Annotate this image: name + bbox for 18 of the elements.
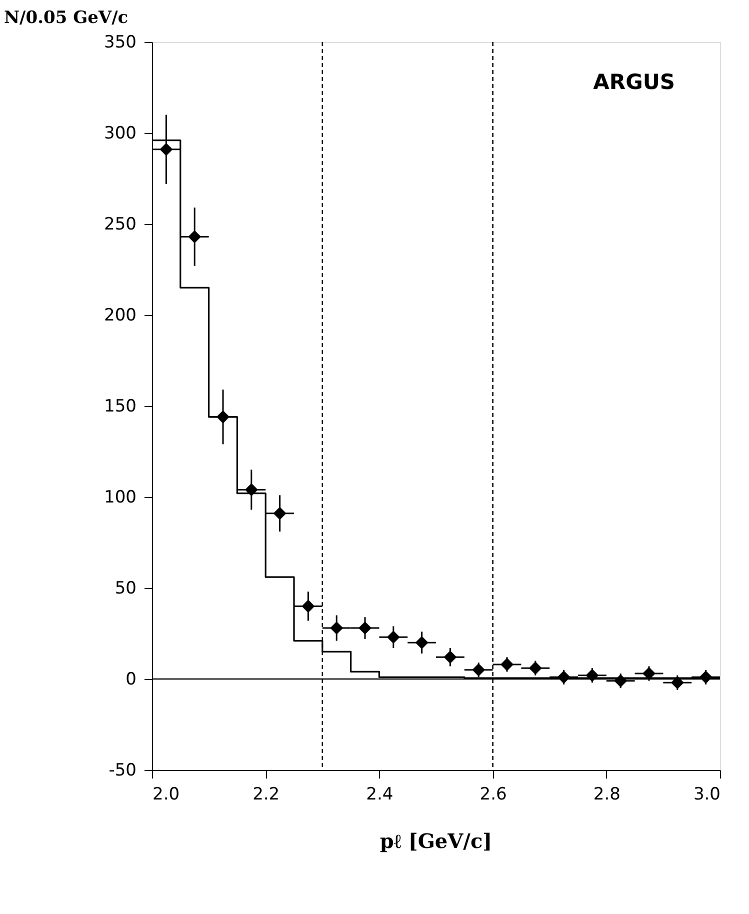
y-tick-label: -50: [108, 760, 136, 780]
y-tick-label: 50: [114, 578, 136, 598]
y-axis-title: N/0.05 GeV/c: [4, 8, 128, 28]
y-tick-label: 0: [126, 670, 136, 690]
x-tick-label: 2.2: [252, 784, 280, 804]
y-tick-label: 300: [104, 124, 136, 144]
y-tick-label: 100: [104, 488, 136, 508]
x-tick-label: 2.4: [366, 784, 394, 804]
y-tick-label: 200: [104, 306, 136, 326]
y-tick-label: 350: [104, 32, 136, 52]
x-tick-label: 2.0: [152, 784, 180, 804]
x-tick-label: 3.0: [693, 784, 720, 804]
annotation: ARGUS: [593, 70, 675, 94]
y-tick-label: 150: [104, 396, 136, 416]
x-tick-label: 2.6: [480, 784, 507, 804]
x-tick-label: 2.8: [593, 784, 620, 804]
y-tick-label: 250: [104, 214, 136, 234]
x-axis-title: pℓ [GeV/c]: [380, 829, 492, 853]
